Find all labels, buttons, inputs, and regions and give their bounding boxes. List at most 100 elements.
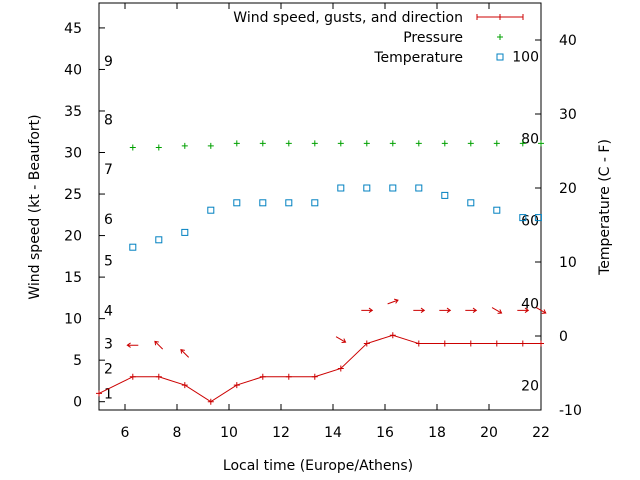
temperature-point <box>519 214 527 222</box>
legend-pressure-sample <box>497 34 503 40</box>
y-tick-label-left: 20 <box>64 229 82 245</box>
x-tick-label: 18 <box>428 425 446 441</box>
legend-wind-sample <box>476 14 524 20</box>
y-tick-label-right: 30 <box>559 107 577 123</box>
wind-direction-arrow <box>517 307 530 313</box>
y-tick-label-left: 10 <box>64 312 82 328</box>
temperature-point <box>259 199 267 207</box>
x-tick-label: 10 <box>220 425 238 441</box>
wind-direction-arrow <box>535 307 547 314</box>
wind-speed-point <box>467 340 474 347</box>
wind-speed-point <box>493 340 500 347</box>
y-tick-label-left: 0 <box>73 395 82 411</box>
pressure-point <box>311 140 318 147</box>
y-tick-label-right: 0 <box>559 329 568 345</box>
wind-speed-point <box>441 340 448 347</box>
beaufort-label: 7 <box>104 162 113 178</box>
ticks-layer: 6 8 10 12 14 16 18 20 22051015202530354045-10010… <box>64 3 582 441</box>
wind-speed-point <box>311 373 318 380</box>
temperature-point <box>181 228 189 236</box>
pressure-point <box>493 140 500 147</box>
wind-speed-point <box>129 373 136 380</box>
fahrenheit-label: 80 <box>521 131 539 147</box>
temperature-point <box>363 184 371 192</box>
fahrenheit-label: 100 <box>512 49 539 65</box>
fahrenheit-label: 20 <box>521 379 539 395</box>
pressure-point <box>389 140 396 147</box>
beaufort-label: 5 <box>104 253 113 269</box>
beaufort-label: 9 <box>104 54 113 70</box>
temperature-point <box>155 236 163 244</box>
wind-speed-point <box>96 390 102 397</box>
pressure-point <box>337 140 344 147</box>
y-tick-label-left: 45 <box>64 21 82 37</box>
pressure-point <box>467 140 474 147</box>
wind-direction-arrow <box>413 307 426 313</box>
beaufort-label: 8 <box>104 112 113 128</box>
legend-wind-label: Wind speed, gusts, and direction <box>233 10 463 26</box>
beaufort-label: 1 <box>104 386 113 402</box>
temperature-point <box>337 184 345 192</box>
pressure-point <box>285 140 292 147</box>
wind-speed-point <box>207 398 214 405</box>
wind-speed-point <box>337 365 344 372</box>
wind-direction-arrow <box>491 307 503 314</box>
wind-direction-arrow <box>361 307 374 313</box>
y-axis-label-right: Temperature (C - F) <box>597 139 613 276</box>
wind-direction-arrow <box>335 336 347 343</box>
pressure-point <box>155 144 162 151</box>
beaufort-label: 2 <box>104 361 113 377</box>
pressure-point <box>538 140 544 147</box>
x-tick-label: 22 <box>532 425 550 441</box>
wind-direction-arrow <box>180 349 190 358</box>
series-layer <box>96 140 547 405</box>
wind-speed-point <box>181 382 188 389</box>
legend: Wind speed, gusts, and direction Pressur… <box>233 10 524 66</box>
wind-direction-arrow <box>465 307 478 313</box>
pressure-point <box>519 140 526 147</box>
temperature-point <box>129 243 137 251</box>
x-tick-label: 20 <box>480 425 498 441</box>
pressure-point <box>207 142 214 149</box>
wind-speed-line <box>98 334 541 403</box>
y-tick-label-right: 20 <box>559 181 577 197</box>
pressure-point <box>129 144 136 151</box>
y-tick-label-right: 10 <box>559 255 577 271</box>
x-tick-label: 8 <box>173 425 182 441</box>
y-tick-label-right: 40 <box>559 33 577 49</box>
legend-temperature-label: Temperature <box>373 50 463 66</box>
y-tick-label-left: 25 <box>64 187 82 203</box>
wind-direction-arrow <box>439 307 452 313</box>
temperature-point <box>534 214 542 222</box>
beaufort-label: 3 <box>104 337 113 353</box>
beaufort-label: 4 <box>104 303 113 319</box>
y-tick-label-left: 15 <box>64 270 82 286</box>
wind-speed-point <box>233 382 240 389</box>
legend-temperature-sample <box>496 53 504 61</box>
wind-direction-arrow <box>387 298 399 305</box>
wind-speed-point <box>259 373 266 380</box>
wind-speed-point <box>155 373 162 380</box>
wind-direction-arrow <box>126 342 139 348</box>
pressure-point <box>181 142 188 149</box>
pressure-point <box>363 140 370 147</box>
pressure-point <box>441 140 448 147</box>
plot-frame <box>98 2 542 411</box>
y-tick-label-left: 35 <box>64 104 82 120</box>
wind-speed-point <box>519 340 526 347</box>
wind-direction-arrow <box>154 340 164 350</box>
y-axis-label-left: Wind speed (kt - Beaufort) <box>27 114 43 299</box>
temperature-point <box>207 206 215 214</box>
pressure-point <box>259 140 266 147</box>
temperature-point <box>311 199 319 207</box>
pressure-point <box>415 140 422 147</box>
wind-speed-point <box>389 332 396 339</box>
x-tick-label: 6 <box>121 425 130 441</box>
y-tick-label-left: 5 <box>73 353 82 369</box>
temperature-point <box>233 199 241 207</box>
temperature-point <box>467 199 475 207</box>
beaufort-label: 6 <box>104 212 113 228</box>
wind-speed-point <box>538 340 544 347</box>
temperature-point <box>389 184 397 192</box>
